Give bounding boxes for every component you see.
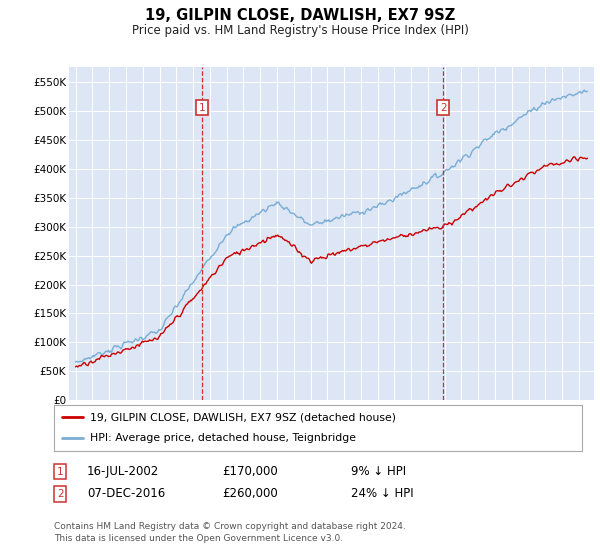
Text: 24% ↓ HPI: 24% ↓ HPI — [351, 487, 413, 501]
Text: 19, GILPIN CLOSE, DAWLISH, EX7 9SZ (detached house): 19, GILPIN CLOSE, DAWLISH, EX7 9SZ (deta… — [90, 412, 396, 422]
Text: £170,000: £170,000 — [222, 465, 278, 478]
Text: Price paid vs. HM Land Registry's House Price Index (HPI): Price paid vs. HM Land Registry's House … — [131, 24, 469, 37]
Text: 1: 1 — [199, 103, 205, 113]
Text: HPI: Average price, detached house, Teignbridge: HPI: Average price, detached house, Teig… — [90, 433, 356, 444]
Text: 2: 2 — [57, 489, 64, 499]
Text: Contains HM Land Registry data © Crown copyright and database right 2024.
This d: Contains HM Land Registry data © Crown c… — [54, 522, 406, 543]
Text: 1: 1 — [57, 466, 64, 477]
Text: 9% ↓ HPI: 9% ↓ HPI — [351, 465, 406, 478]
Text: £260,000: £260,000 — [222, 487, 278, 501]
Text: 2: 2 — [440, 103, 446, 113]
Text: 19, GILPIN CLOSE, DAWLISH, EX7 9SZ: 19, GILPIN CLOSE, DAWLISH, EX7 9SZ — [145, 8, 455, 24]
Text: 07-DEC-2016: 07-DEC-2016 — [87, 487, 165, 501]
Text: 16-JUL-2002: 16-JUL-2002 — [87, 465, 159, 478]
